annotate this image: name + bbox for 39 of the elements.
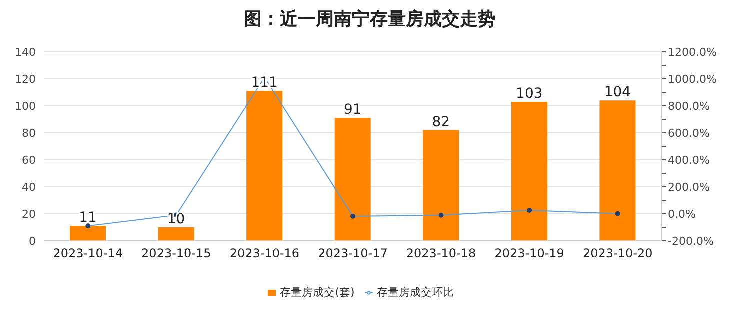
data-label: 104 xyxy=(604,84,632,101)
x-tick-label: 2023-10-19 xyxy=(494,246,564,261)
y2-tick-label: 200.0% xyxy=(668,180,710,194)
data-label: 103 xyxy=(516,86,543,102)
bar xyxy=(158,228,194,241)
data-label: 82 xyxy=(432,114,450,130)
x-tick-label: 2023-10-14 xyxy=(53,246,124,261)
x-tick-label: 2023-10-20 xyxy=(582,246,653,261)
y2-tick-label: 1000.0% xyxy=(668,72,717,86)
y-tick-label: 60 xyxy=(22,154,36,167)
legend-label: 存量房成交(套) xyxy=(280,286,355,299)
bar xyxy=(246,91,283,241)
y2-tick-label: 400.0% xyxy=(668,154,710,167)
y2-tick-label: -200.0% xyxy=(668,234,714,248)
x-tick-label: 2023-10-18 xyxy=(406,246,476,261)
bar xyxy=(600,100,636,241)
y2-tick-label: 0.0% xyxy=(668,208,696,221)
y-tick-label: 80 xyxy=(22,126,36,140)
data-label: 91 xyxy=(344,102,362,118)
bar xyxy=(334,118,371,241)
y-tick-label: 120 xyxy=(15,72,36,86)
chart-title: 图：近一周南宁存量房成交走势 xyxy=(243,8,497,32)
x-tick-label: 2023-10-16 xyxy=(230,246,300,261)
y-tick-label: 20 xyxy=(22,208,36,221)
x-tick-label: 2023-10-15 xyxy=(142,246,212,261)
y2-tick-label: 1200.0% xyxy=(668,46,717,59)
bar xyxy=(423,130,460,241)
y2-tick-label: 800.0% xyxy=(668,100,710,113)
data-label: 11 xyxy=(79,210,97,226)
data-label: 10 xyxy=(167,212,186,228)
bar xyxy=(70,226,106,241)
y-tick-label: 140 xyxy=(15,46,36,59)
legend-label: 存量房成交环比 xyxy=(376,286,454,299)
bar xyxy=(511,102,548,241)
y-tick-label: 100 xyxy=(15,100,36,113)
y2-tick-label: 600.0% xyxy=(668,126,710,140)
y-tick-label: 40 xyxy=(22,180,36,194)
x-tick-label: 2023-10-17 xyxy=(318,246,388,261)
y-tick-label: 0 xyxy=(29,234,36,248)
